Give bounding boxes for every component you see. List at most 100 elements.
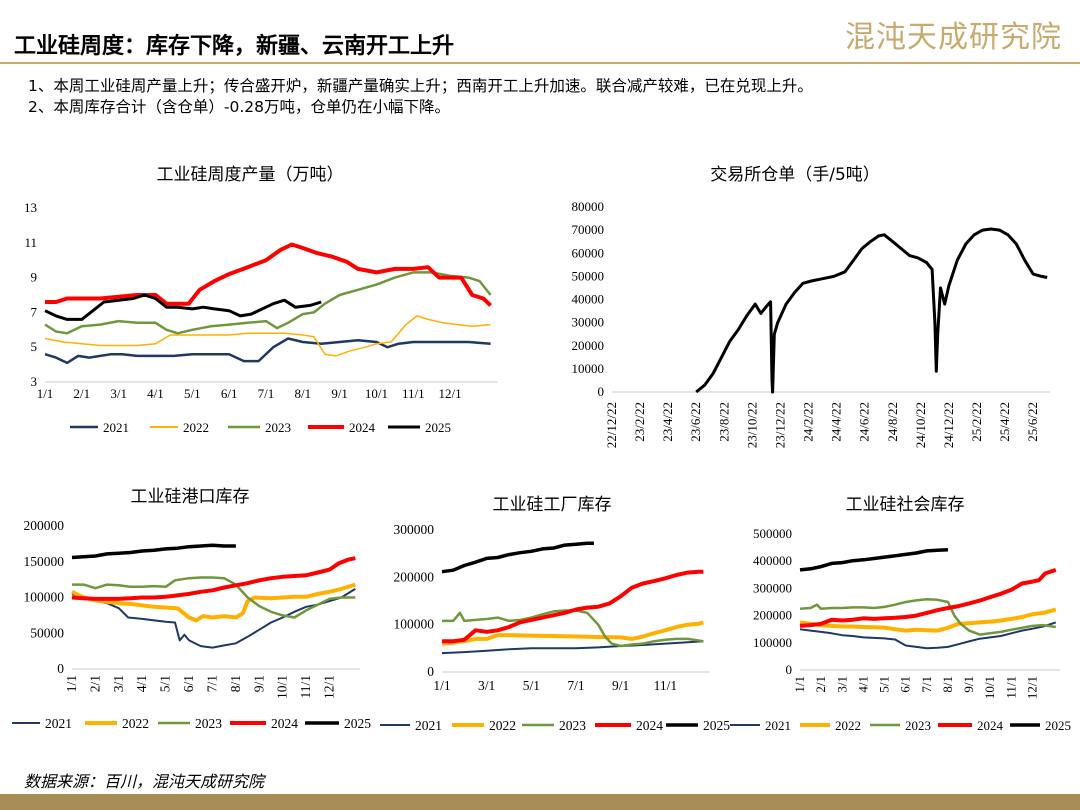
series-line-2022 [441,620,704,646]
y-tick-label: 3 [31,374,38,389]
x-tick-label: 3/1 [110,386,127,401]
x-tick-label: 12/1 [322,675,337,699]
summary: 1、本周工业硅周产量上升；传合盛开炉，新疆产量确实上升；西南开工上升加速。联合减… [28,76,1058,118]
x-tick-label: 4/1 [134,675,149,692]
x-tick-label: 10/1 [982,676,997,699]
weekly-output-chart: 工业硅周度产量（万吨） 3 5 7 9 11 13 1/1 2/1 3/1 4/1 5/1 6/1 7/1… [24,165,498,435]
series-line-2022 [44,315,491,357]
x-tick-label: 6/1 [181,675,196,692]
legend-label-2021: 2021 [103,420,129,435]
legend-label-2025: 2025 [344,716,371,731]
exchange-warrants-chart: 交易所仓单（手/5吨） 0 10000 20000 30000 40000 50000 600… [572,165,1050,448]
y-tick-label: 200000 [753,608,792,623]
legend-label-2022: 2022 [183,420,209,435]
x-tick-label: 8/1 [228,675,243,692]
legend-label-2022: 2022 [489,718,516,733]
legend-label-2025: 2025 [1045,718,1071,733]
y-tick-label: 40000 [572,292,605,307]
legend-label-2024: 2024 [349,420,376,435]
x-tick-label: 2/1 [87,675,102,692]
series-line-2022 [71,582,356,623]
x-tick-label: 11/1 [402,386,425,401]
x-tick-label: 7/1 [567,678,584,693]
y-tick-label: 200000 [394,569,435,584]
y-tick-label: 400000 [753,553,792,568]
series-line-warrants [695,227,1048,394]
series-line-2021 [71,588,356,649]
x-tick-label: 3/1 [478,678,495,693]
x-tick-label: 12/1 [439,386,462,401]
x-tick-label: 4/1 [855,676,870,693]
series-line-2022 [799,607,1057,633]
x-tick-label: 25/4/22 [997,402,1012,442]
x-tick-label: 9/1 [251,675,266,692]
series-line-2023 [72,576,356,619]
legend-label-2023: 2023 [905,718,931,733]
legend-label-2021: 2021 [765,718,791,733]
x-tick-label: 1/1 [792,676,807,693]
x-tick-label: 2/1 [74,386,91,401]
y-tick-label: 13 [24,200,37,215]
y-tick-label: 0 [57,661,64,676]
x-tick-label: 2/1 [813,676,828,693]
y-tick-label: 60000 [572,245,605,260]
legend-label-2025: 2025 [425,420,451,435]
x-tick-label: 24/6/22 [857,402,872,442]
legend-label-2023: 2023 [559,718,586,733]
x-tick-label: 24/10/22 [913,402,928,448]
x-tick-label: 12/1 [1025,676,1040,699]
series-line-2021 [44,337,491,365]
legend-label-2023: 2023 [195,716,222,731]
y-tick-label: 80000 [572,199,605,214]
y-tick-label: 11 [24,235,37,250]
series-line-2021 [441,640,704,655]
legend-label-2024: 2024 [271,716,298,731]
x-tick-label: 6/1 [221,386,238,401]
chart-title: 工业硅工厂库存 [493,495,612,515]
y-tick-label: 150000 [24,554,65,569]
series-line-2025 [71,543,236,560]
legend-label-2021: 2021 [45,716,72,731]
x-tick-label: 25/2/22 [969,402,984,442]
x-tick-label: 6/1 [898,676,913,693]
factory-inventory-chart: 工业硅工厂库存 0 100000 200000 300000 1/1 3/1 5/1 7/1 9/… [380,495,730,733]
x-tick-label: 22/12/22 [604,402,619,448]
x-tick-label: 24/2/22 [801,402,816,442]
y-tick-label: 50000 [572,268,605,283]
y-tick-label: 0 [427,664,434,679]
x-tick-label: 3/1 [111,675,126,692]
x-tick-label: 5/1 [523,678,540,693]
y-tick-label: 9 [31,270,38,285]
x-tick-label: 24/4/22 [829,402,844,442]
port-inventory-chart: 工业硅港口库存 0 50000 100000 150000 200000 1/1 2/1 3/1… [12,487,371,731]
x-tick-label: 8/1 [294,386,311,401]
series-line-2024 [442,569,704,644]
y-tick-label: 0 [598,384,605,399]
series-line-2024 [45,242,492,307]
y-tick-label: 300000 [753,580,792,595]
series-line-2024 [71,556,356,601]
series-line-2025 [441,541,594,574]
series-line-2021 [799,621,1057,650]
summary-point-2: 2、本周库存合计（含仓单）-0.28万吨，仓单仍在小幅下降。 [28,98,450,116]
y-tick-label: 7 [31,304,38,319]
x-tick-label: 10/1 [365,386,388,401]
x-tick-label: 1/1 [37,386,54,401]
legend-label-2024: 2024 [977,718,1004,733]
x-tick-label: 3/1 [834,676,849,693]
series-line-2023 [799,598,1056,636]
y-tick-label: 100000 [753,635,792,650]
page-title: 工业硅周度：库存下降，新疆、云南开工上升 [14,34,455,59]
x-tick-label: 10/1 [275,675,290,699]
x-tick-label: 9/1 [331,386,348,401]
x-tick-label: 23/2/22 [632,402,647,442]
chart-title: 工业硅周度产量（万吨） [157,165,344,185]
y-tick-label: 30000 [572,315,605,330]
x-tick-label: 23/8/22 [716,402,731,442]
y-tick-label: 10000 [572,361,605,376]
x-tick-label: 7/1 [258,386,275,401]
data-source: 数据来源：百川，混沌天成研究院 [24,772,265,791]
header-divider [0,62,1080,64]
x-tick-label: 23/6/22 [688,402,703,442]
x-tick-label: 5/1 [877,676,892,693]
